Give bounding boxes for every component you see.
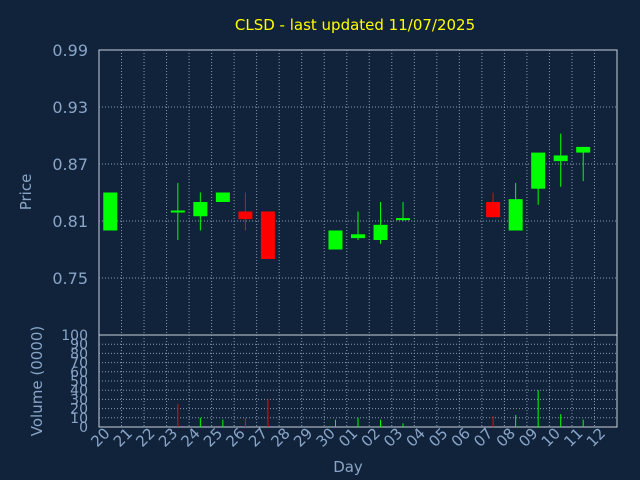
candle-body — [193, 202, 208, 217]
candle-up — [396, 202, 411, 221]
candle-body — [373, 224, 388, 240]
price-panel: 0.99 0.93 0.87 0.81 0.75 Price — [17, 41, 618, 336]
candle-up — [351, 211, 365, 240]
candle-down — [238, 192, 253, 231]
volume-y-tick-label: 60 — [70, 365, 88, 381]
candle-up — [170, 183, 185, 240]
volume-y-tick-label: 90 — [70, 337, 88, 353]
price-y-tick-labels: 0.99 0.93 0.87 0.81 0.75 — [52, 41, 88, 288]
candle-up — [193, 192, 208, 231]
volume-y-tick-label: 30 — [70, 392, 88, 408]
volume-axis-label: Volume (0000) — [28, 326, 46, 436]
candle-body — [103, 192, 118, 231]
volume-bar-series — [177, 390, 584, 427]
x-axis-label: Day — [333, 458, 363, 476]
candle-body — [553, 155, 568, 162]
volume-y-tick-label: 40 — [70, 383, 88, 399]
volume-y-tick-label: 70 — [70, 356, 88, 372]
price-y-tick-label: 0.93 — [52, 98, 88, 117]
candle-up — [373, 202, 388, 244]
price-y-tick-label: 0.99 — [52, 41, 88, 60]
candle-body — [508, 199, 523, 231]
candle-body — [260, 211, 275, 259]
x-tick-labels: 2021222324252627282930010203040506070809… — [87, 424, 609, 450]
candle-body — [238, 211, 253, 220]
candle-up — [215, 192, 230, 202]
x-tick-label: 12 — [583, 424, 609, 450]
price-grid — [99, 50, 617, 335]
volume-y-tick-label: 0 — [79, 420, 88, 436]
candle-up — [531, 152, 546, 205]
price-axis-label: Price — [17, 174, 35, 211]
candle-body — [215, 192, 230, 202]
volume-y-tick-label: 20 — [70, 402, 88, 418]
volume-y-tick-label: 80 — [70, 346, 88, 362]
price-y-tick-label: 0.87 — [52, 155, 88, 174]
volume-y-tick-label: 100 — [61, 328, 88, 344]
price-plot-frame — [98, 49, 618, 336]
candle-body — [531, 152, 546, 189]
candle-body — [351, 234, 365, 239]
candle-body — [576, 146, 591, 153]
candle-body — [328, 230, 343, 250]
candle-down — [486, 192, 501, 218]
candlestick-series — [103, 133, 591, 259]
candle-up — [328, 230, 343, 250]
price-y-tick-label: 0.81 — [52, 212, 88, 231]
candle-up — [576, 146, 591, 182]
volume-y-tick-label: 50 — [70, 374, 88, 390]
candle-up — [553, 133, 568, 187]
candle-up — [508, 183, 523, 231]
volume-y-tick-label: 10 — [70, 411, 88, 427]
chart-title: CLSD - last updated 11/07/2025 — [235, 16, 475, 34]
candle-down — [260, 211, 275, 259]
candle-body — [486, 202, 501, 218]
price-y-tick-label: 0.75 — [52, 269, 88, 288]
candle-up — [103, 192, 118, 231]
volume-grid — [99, 335, 617, 427]
